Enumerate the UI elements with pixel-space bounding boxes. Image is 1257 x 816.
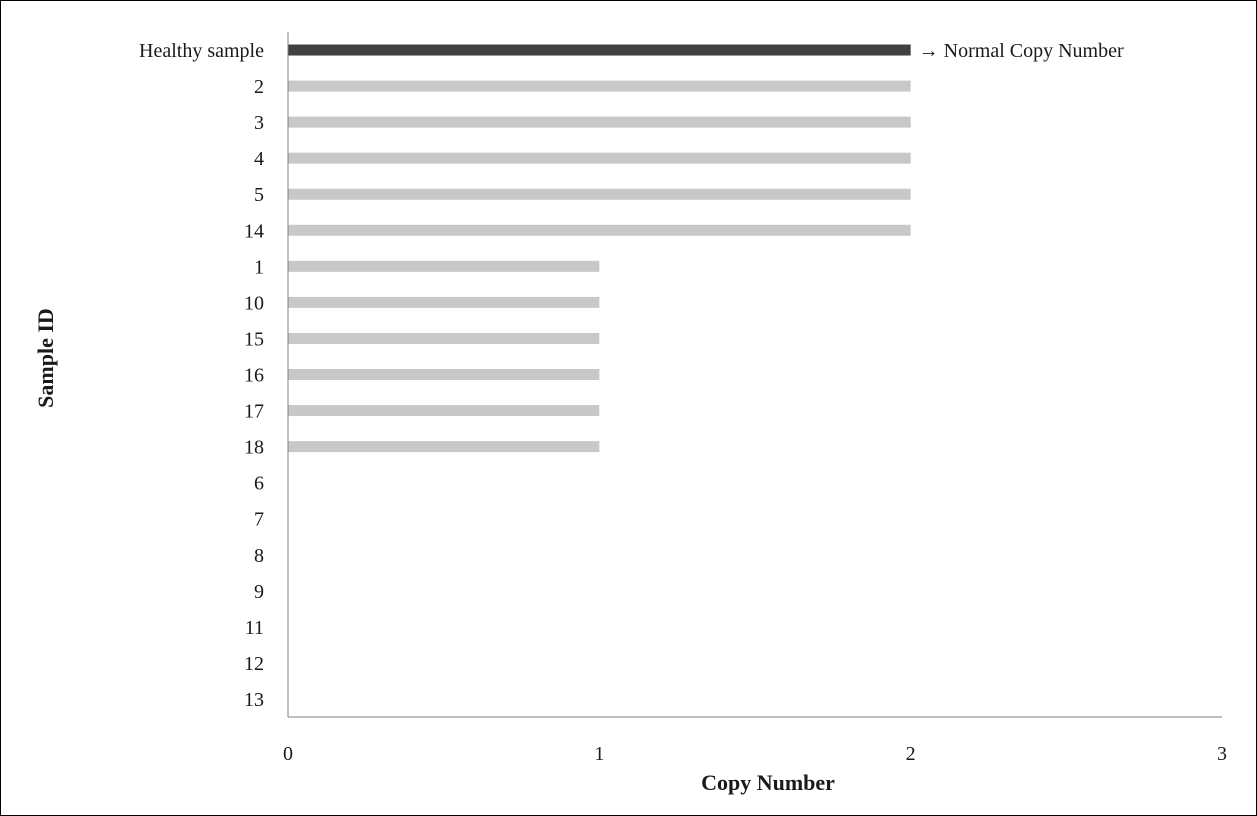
category-label: 17 [244,401,264,423]
category-label: 4 [254,148,264,170]
category-label: 16 [244,365,264,387]
category-label: 15 [244,328,264,350]
x-tick-labels-group: 0 1 2 3 [283,743,1227,765]
bar-sample-1 [288,260,600,272]
bar-sample-3 [288,116,911,128]
x-tick-label: 3 [1217,743,1227,765]
category-label: 1 [254,256,264,278]
x-axis-title: Copy Number [701,770,835,795]
category-label: 13 [244,689,264,711]
category-label: 12 [244,653,264,675]
bar-sample-16 [288,369,600,380]
bar-sample-2 [288,80,911,92]
category-label: 3 [254,112,264,134]
bar-sample-15 [288,332,600,344]
category-label: 8 [254,545,264,567]
normal-copy-number-annotation: → Normal Copy Number [919,40,1124,62]
x-tick-label: 0 [283,743,293,765]
category-label: 9 [254,581,264,603]
category-label: Healthy sample [139,40,264,62]
category-label: 10 [244,292,264,314]
bar-sample-10 [288,296,600,308]
category-label: 18 [244,437,264,459]
bar-sample-18 [288,441,600,453]
annotations-group: → Normal Copy Number [919,40,1124,62]
category-label: 7 [254,509,264,531]
category-labels-group: Healthy sample 2 3 4 5 14 1 10 15 16 17 18 6 7 8 9 11 12 1… [139,40,264,711]
bar-sample-5 [288,188,911,200]
bar-sample-14 [288,224,911,236]
bar-sample-healthy-sample [288,44,911,56]
category-label: 5 [254,184,264,206]
category-label: 11 [245,617,264,639]
bar-sample-4 [288,152,911,164]
category-label: 14 [244,220,264,242]
bars-group [288,44,911,453]
x-tick-label: 2 [906,743,916,765]
category-label: 2 [254,76,264,98]
category-label: 6 [254,473,264,495]
y-axis-title: Sample ID [33,308,58,408]
x-tick-label: 1 [594,743,604,765]
bar-sample-17 [288,405,600,417]
